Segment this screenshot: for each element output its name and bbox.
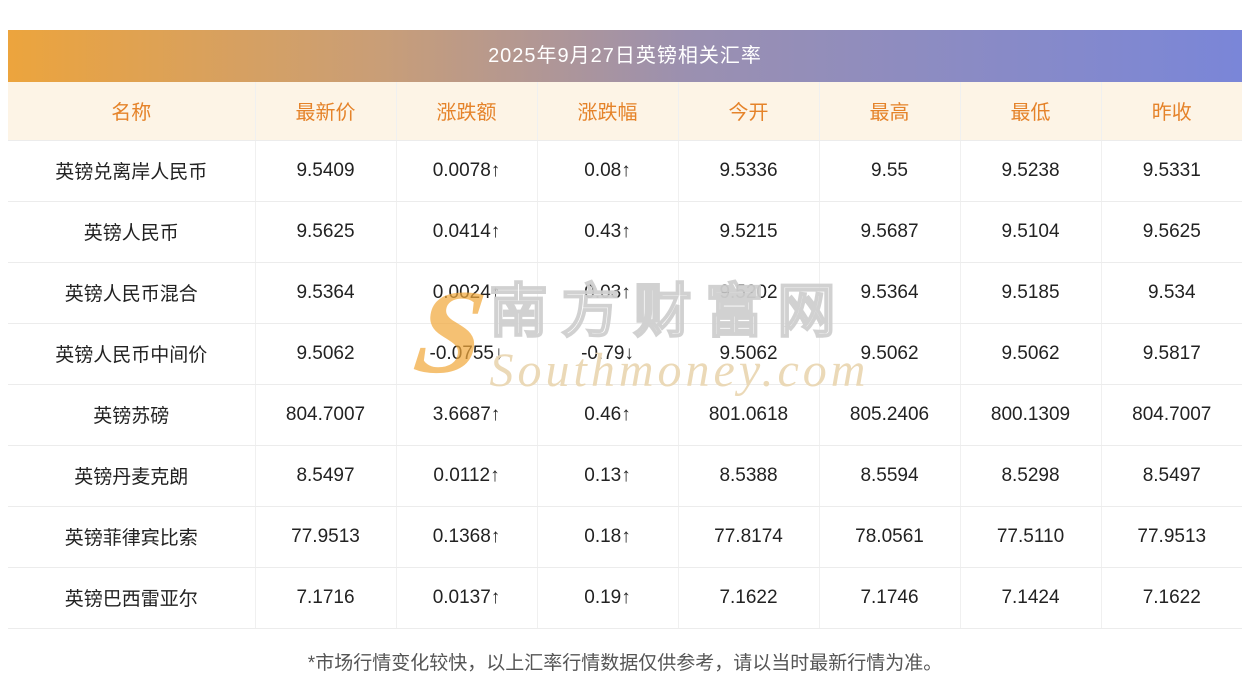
rate-table: 名称 最新价 涨跌额 涨跌幅 今开 最高 最低 昨收 英镑兑离岸人民币 9.5409 0.0078… — [8, 82, 1242, 629]
cell-change-pct: -0.79↓ — [536, 323, 678, 385]
col-header-name: 名称 — [8, 82, 255, 141]
col-header-low: 最低 — [959, 82, 1101, 141]
cell-low: 9.5062 — [959, 323, 1101, 385]
cell-high: 9.5687 — [818, 201, 960, 263]
table-body: 英镑兑离岸人民币 9.5409 0.0078↑ 0.08↑ 9.5336 9.55 9.52… — [8, 140, 1242, 629]
cell-open: 801.0618 — [677, 384, 819, 446]
cell-high: 9.5062 — [818, 323, 960, 385]
cell-low: 9.5185 — [959, 262, 1101, 324]
cell-change-pct: 0.03↑ — [536, 262, 678, 324]
cell-prev-close: 9.534 — [1100, 262, 1242, 324]
cell-low: 7.1424 — [959, 567, 1101, 629]
cell-latest: 9.5364 — [254, 262, 396, 324]
cell-open: 7.1622 — [677, 567, 819, 629]
page-title: 2025年9月27日英镑相关汇率 — [8, 30, 1242, 82]
col-header-change: 涨跌额 — [395, 82, 537, 141]
cell-name: 英镑苏磅 — [8, 384, 255, 446]
cell-latest: 9.5062 — [254, 323, 396, 385]
cell-prev-close: 9.5625 — [1100, 201, 1242, 263]
table-row: 英镑巴西雷亚尔 7.1716 0.0137↑ 0.19↑ 7.1622 7.1746 7.1… — [8, 567, 1242, 629]
footnote: *市场行情变化较快，以上汇率行情数据仅供参考，请以当时最新行情为准。 — [307, 653, 943, 674]
cell-prev-close: 8.5497 — [1100, 445, 1242, 507]
cell-open: 9.5336 — [677, 140, 819, 202]
cell-change-pct: 0.43↑ — [536, 201, 678, 263]
cell-change: 0.0112↑ — [395, 445, 537, 507]
cell-high: 8.5594 — [818, 445, 960, 507]
cell-latest: 9.5409 — [254, 140, 396, 202]
cell-change-pct: 0.46↑ — [536, 384, 678, 446]
cell-change: -0.0755↓ — [395, 323, 537, 385]
cell-change: 0.1368↑ — [395, 506, 537, 568]
cell-change: 3.6687↑ — [395, 384, 537, 446]
col-header-open: 今开 — [677, 82, 819, 141]
cell-change: 0.0137↑ — [395, 567, 537, 629]
cell-latest: 77.9513 — [254, 506, 396, 568]
cell-prev-close: 804.7007 — [1100, 384, 1242, 446]
cell-change-pct: 0.18↑ — [536, 506, 678, 568]
cell-prev-close: 7.1622 — [1100, 567, 1242, 629]
cell-change: 0.0414↑ — [395, 201, 537, 263]
cell-low: 800.1309 — [959, 384, 1101, 446]
table-row: 英镑人民币混合 9.5364 0.0024↑ 0.03↑ 9.5202 9.5364 9.5… — [8, 262, 1242, 324]
cell-latest: 7.1716 — [254, 567, 396, 629]
cell-name: 英镑菲律宾比索 — [8, 506, 255, 568]
cell-high: 9.5364 — [818, 262, 960, 324]
cell-open: 9.5202 — [677, 262, 819, 324]
cell-change-pct: 0.08↑ — [536, 140, 678, 202]
cell-name: 英镑巴西雷亚尔 — [8, 567, 255, 629]
table-header-row: 名称 最新价 涨跌额 涨跌幅 今开 最高 最低 昨收 — [8, 82, 1242, 141]
col-header-latest: 最新价 — [254, 82, 396, 141]
cell-name: 英镑兑离岸人民币 — [8, 140, 255, 202]
cell-low: 9.5238 — [959, 140, 1101, 202]
cell-low: 77.5110 — [959, 506, 1101, 568]
table-row: 英镑人民币 9.5625 0.0414↑ 0.43↑ 9.5215 9.5687 9.510… — [8, 201, 1242, 263]
cell-high: 9.55 — [818, 140, 960, 202]
cell-open: 9.5215 — [677, 201, 819, 263]
cell-name: 英镑人民币混合 — [8, 262, 255, 324]
cell-name: 英镑人民币 — [8, 201, 255, 263]
cell-prev-close: 77.9513 — [1100, 506, 1242, 568]
cell-open: 8.5388 — [677, 445, 819, 507]
cell-high: 805.2406 — [818, 384, 960, 446]
col-header-prev-close: 昨收 — [1100, 82, 1242, 141]
cell-latest: 9.5625 — [254, 201, 396, 263]
cell-open: 9.5062 — [677, 323, 819, 385]
col-header-high: 最高 — [818, 82, 960, 141]
cell-high: 78.0561 — [818, 506, 960, 568]
cell-name: 英镑人民币中间价 — [8, 323, 255, 385]
cell-change: 0.0078↑ — [395, 140, 537, 202]
cell-change-pct: 0.19↑ — [536, 567, 678, 629]
table-row: 英镑兑离岸人民币 9.5409 0.0078↑ 0.08↑ 9.5336 9.55 9.52… — [8, 140, 1242, 202]
table-row: 英镑苏磅 804.7007 3.6687↑ 0.46↑ 801.0618 805.2406… — [8, 384, 1242, 446]
cell-change: 0.0024↑ — [395, 262, 537, 324]
cell-prev-close: 9.5331 — [1100, 140, 1242, 202]
cell-latest: 804.7007 — [254, 384, 396, 446]
table-row: 英镑菲律宾比索 77.9513 0.1368↑ 0.18↑ 77.8174 78.0561… — [8, 506, 1242, 568]
cell-open: 77.8174 — [677, 506, 819, 568]
cell-name: 英镑丹麦克朗 — [8, 445, 255, 507]
col-header-change-pct: 涨跌幅 — [536, 82, 678, 141]
table-row: 英镑人民币中间价 9.5062 -0.0755↓ -0.79↓ 9.5062 9.5062… — [8, 323, 1242, 385]
cell-latest: 8.5497 — [254, 445, 396, 507]
cell-prev-close: 9.5817 — [1100, 323, 1242, 385]
cell-high: 7.1746 — [818, 567, 960, 629]
cell-change-pct: 0.13↑ — [536, 445, 678, 507]
cell-low: 8.5298 — [959, 445, 1101, 507]
cell-low: 9.5104 — [959, 201, 1101, 263]
table-row: 英镑丹麦克朗 8.5497 0.0112↑ 0.13↑ 8.5388 8.5594 8.52… — [8, 445, 1242, 507]
